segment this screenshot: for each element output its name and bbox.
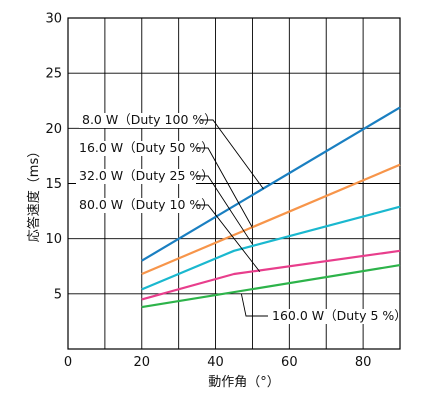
y-tick-labels: 5 10 15 20 25 30 [45, 12, 62, 303]
y-tick-label: 20 [45, 122, 62, 137]
x-tick-label: 20 [134, 355, 151, 370]
annotation-bg [76, 141, 196, 156]
annotation-leader [196, 204, 261, 273]
annotation-bg [76, 198, 196, 213]
y-tick-label: 5 [54, 287, 62, 302]
annotation-label: 16.0 W（Duty 50 %） [79, 140, 214, 155]
annotation-label: 8.0 W（Duty 100 %） [82, 112, 217, 127]
x-tick-label: 40 [207, 355, 224, 370]
annotation-leader [196, 147, 253, 228]
series-line-2 [141, 163, 401, 276]
y-tick-label: 30 [45, 12, 62, 27]
annotation-leader [240, 293, 268, 317]
series-line-1 [141, 106, 401, 262]
series-lines [141, 106, 401, 309]
annotation-leader [201, 119, 264, 190]
y-tick-label: 10 [45, 232, 62, 247]
annotation-bg [79, 113, 201, 128]
series-line-5 [141, 264, 401, 309]
annotation-bg [269, 309, 393, 324]
y-tick-label: 25 [45, 67, 62, 82]
x-tick-label: 80 [355, 355, 372, 370]
annotation-bg [76, 169, 196, 184]
annotation-label: 80.0 W（Duty 10 %） [79, 197, 214, 212]
x-axis-label: 動作角（°） [208, 375, 280, 390]
x-tick-label: 60 [281, 355, 298, 370]
y-tick-label: 15 [45, 177, 62, 192]
plot-frame [67, 17, 401, 350]
annotation-label: 160.0 W（Duty 5 %） [272, 308, 407, 323]
series-line-3 [141, 205, 401, 291]
annotation-leader [196, 175, 253, 245]
series-line-4 [141, 249, 401, 301]
x-tick-label: 0 [64, 355, 72, 370]
annotation-label: 32.0 W（Duty 25 %） [79, 168, 214, 183]
x-tick-labels: 0 20 40 60 80 [64, 355, 372, 370]
annotation-leaders: 8.0 W（Duty 100 %） 16.0 W（Duty 50 %） 32.0 W… [76, 112, 407, 324]
y-axis-label: 応答速度（ms） [26, 145, 42, 242]
